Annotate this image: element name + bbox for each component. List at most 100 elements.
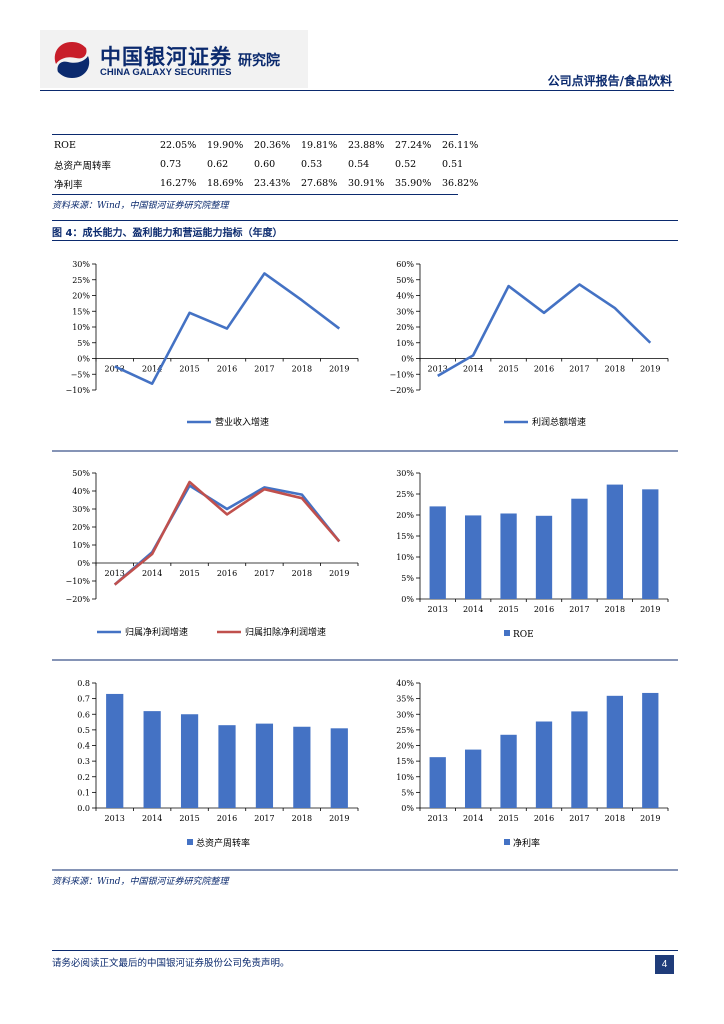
y-tick-label: −10% (390, 370, 415, 379)
x-tick-label: 2017 (569, 605, 589, 614)
y-tick-label: 30% (72, 505, 90, 514)
y-tick-label: 10% (396, 773, 414, 782)
y-tick-label: 5% (401, 574, 414, 583)
y-tick-label: 5% (401, 788, 414, 797)
table-cell: 22.05% (160, 140, 197, 151)
bar (293, 726, 311, 808)
x-tick-label: 2014 (463, 365, 483, 374)
y-tick-label: 0.3 (77, 757, 90, 766)
bar (180, 714, 199, 808)
x-tick-label: 2014 (463, 605, 483, 614)
y-tick-label: 0.7 (77, 695, 90, 704)
y-tick-label: 60% (396, 260, 414, 269)
y-tick-label: 20% (72, 523, 90, 532)
y-tick-label: 10% (72, 541, 90, 550)
table-cell: 27.24% (395, 140, 432, 151)
legend-label: 净利率 (513, 837, 540, 849)
table-cell: 0.62 (207, 159, 229, 170)
table-cell: 0.54 (348, 159, 370, 170)
y-tick-label: 20% (396, 742, 414, 751)
y-tick-label: 10% (396, 553, 414, 562)
row-label: ROE (54, 140, 76, 151)
x-tick-label: 2015 (179, 569, 199, 578)
y-tick-label: 15% (396, 532, 414, 541)
x-tick-label: 2017 (254, 365, 274, 374)
y-tick-label: 40% (396, 292, 414, 301)
y-tick-label: 0.0 (77, 804, 90, 813)
x-tick-label: 2017 (254, 814, 274, 823)
x-tick-label: 2013 (428, 605, 448, 614)
table-cell: 20.36% (254, 140, 291, 151)
x-tick-label: 2019 (640, 814, 660, 823)
bar (571, 711, 588, 808)
x-tick-label: 2019 (640, 365, 660, 374)
y-tick-label: 50% (72, 469, 90, 478)
x-tick-label: 2016 (534, 814, 554, 823)
y-tick-label: 25% (72, 276, 90, 285)
figure-title-rule (52, 240, 678, 241)
table-row: ROE 22.05% 19.90% 20.36% 19.81% 23.88% 2… (52, 136, 486, 155)
y-tick-label: 0.2 (77, 773, 90, 782)
x-tick-label: 2013 (105, 814, 125, 823)
table-cell: 19.81% (301, 140, 338, 151)
x-tick-label: 2019 (329, 814, 349, 823)
x-tick-label: 2016 (217, 365, 237, 374)
y-tick-label: 30% (396, 307, 414, 316)
x-tick-label: 2015 (498, 605, 518, 614)
report-type: 公司点评报告/食品饮料 (547, 74, 672, 88)
bar (500, 734, 517, 808)
legend-label: 归属扣除净利润增速 (245, 626, 326, 638)
y-tick-label: 0% (401, 355, 414, 364)
x-tick-label: 2015 (498, 365, 518, 374)
y-tick-label: 15% (72, 307, 90, 316)
bar (642, 692, 659, 808)
bar (429, 757, 446, 808)
row-label: 总资产周转率 (54, 160, 112, 172)
table-cell: 0.53 (301, 159, 323, 170)
bar (571, 498, 588, 599)
logo-chinese-name: 中国银河证券 (100, 45, 232, 69)
x-tick-label: 2016 (534, 365, 554, 374)
y-tick-label: 0.1 (77, 788, 90, 797)
header-divider (40, 90, 674, 91)
bar (464, 749, 482, 808)
x-tick-label: 2017 (569, 365, 589, 374)
x-tick-label: 2013 (105, 569, 125, 578)
x-tick-label: 2019 (329, 365, 349, 374)
x-tick-label: 2014 (142, 569, 162, 578)
y-tick-label: 20% (72, 292, 90, 301)
bar (642, 489, 659, 599)
x-tick-label: 2019 (640, 605, 660, 614)
kpi-table: ROE 22.05% 19.90% 20.36% 19.81% 23.88% 2… (52, 136, 486, 193)
series-line (437, 283, 652, 377)
y-tick-label: 0% (401, 804, 414, 813)
legend-swatch (187, 839, 193, 845)
x-tick-label: 2015 (179, 365, 199, 374)
bar (606, 695, 624, 808)
legend-label: 总资产周转率 (196, 837, 250, 849)
y-tick-label: −10% (66, 577, 91, 586)
legend-label: 归属净利润增速 (125, 626, 188, 638)
figure-top-rule (52, 220, 678, 221)
y-tick-label: 15% (396, 757, 414, 766)
x-tick-label: 2017 (254, 569, 274, 578)
footer-rule (52, 950, 678, 951)
x-tick-label: 2015 (498, 814, 518, 823)
y-tick-label: −20% (390, 386, 415, 395)
x-tick-label: 2016 (217, 569, 237, 578)
x-tick-label: 2018 (605, 814, 625, 823)
x-tick-label: 2013 (428, 365, 448, 374)
bar (106, 693, 124, 808)
y-tick-label: −20% (66, 595, 91, 604)
y-tick-label: 25% (396, 726, 414, 735)
x-tick-label: 2017 (569, 814, 589, 823)
y-tick-label: 10% (396, 339, 414, 348)
y-tick-label: 0.4 (77, 742, 90, 751)
page-number: 4 (655, 955, 674, 974)
table-cell: 23.88% (348, 140, 385, 151)
logo-english-name: CHINA GALAXY SECURITIES (100, 67, 232, 78)
x-tick-label: 2018 (292, 365, 312, 374)
galaxy-logo-icon (54, 42, 90, 78)
x-tick-label: 2018 (292, 569, 312, 578)
table-cell: 35.90% (395, 178, 432, 189)
